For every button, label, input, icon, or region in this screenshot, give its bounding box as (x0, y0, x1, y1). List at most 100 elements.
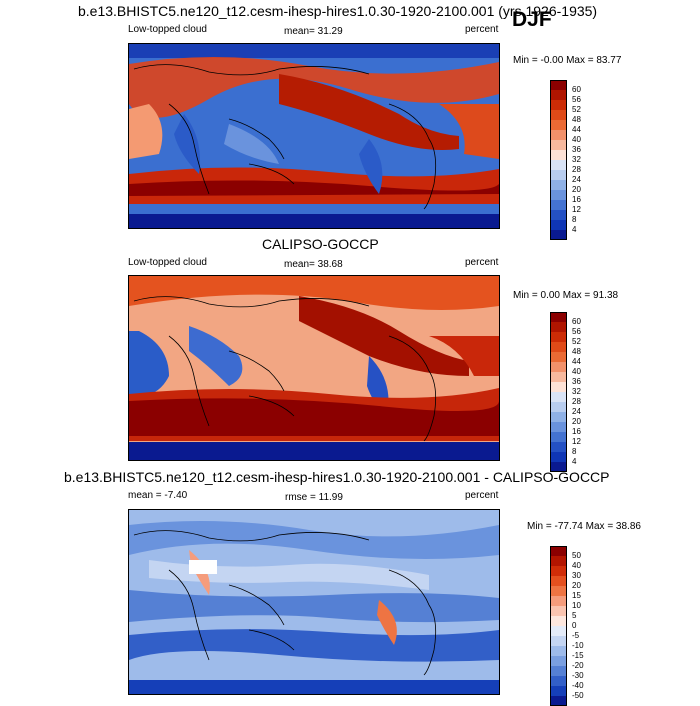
colorbar-tick-label: 52 (572, 337, 581, 346)
panel-obs-field (129, 276, 499, 460)
colorbar-swatch (550, 332, 567, 342)
colorbar-tick-label: -15 (572, 651, 584, 660)
panel-obs-mean: mean= 38.68 (284, 259, 343, 270)
colorbar-tick-label: 4 (572, 457, 577, 466)
colorbar-swatch (550, 656, 567, 666)
colorbar-tick-label: 32 (572, 387, 581, 396)
colorbar-swatch (550, 546, 567, 556)
colorbar-tick-label: 4 (572, 225, 577, 234)
colorbar-swatch (550, 322, 567, 332)
colorbar-swatch (550, 676, 567, 686)
panel-diff-mean: mean = -7.40 (128, 490, 188, 501)
colorbar-tick-label: 44 (572, 357, 581, 366)
colorbar-swatch (550, 190, 567, 200)
colorbar-swatch (550, 402, 567, 412)
panel-obs-variable-label: Low-topped cloud (128, 257, 207, 268)
colorbar-tick-label: 56 (572, 95, 581, 104)
colorbar-tick-label: 52 (572, 105, 581, 114)
colorbar-swatch (550, 686, 567, 696)
colorbar-swatch (550, 372, 567, 382)
colorbar-swatch (550, 422, 567, 432)
panel-model-map (128, 43, 500, 229)
colorbar-tick-label: 30 (572, 571, 581, 580)
colorbar-tick-label: 16 (572, 427, 581, 436)
colorbar-tick-label: 48 (572, 115, 581, 124)
panel-model-variable-label: Low-topped cloud (128, 24, 207, 35)
colorbar-swatch (550, 432, 567, 442)
colorbar-swatch (550, 626, 567, 636)
colorbar-tick-label: 12 (572, 437, 581, 446)
colorbar-tick-label: -50 (572, 691, 584, 700)
colorbar-tick-label: -10 (572, 641, 584, 650)
colorbar-swatch (550, 666, 567, 676)
colorbar-swatch (550, 120, 567, 130)
panel-diff-units: percent (465, 490, 499, 501)
colorbar-swatch (550, 586, 567, 596)
colorbar-swatch (550, 452, 567, 462)
colorbar-swatch (550, 352, 567, 362)
colorbar-tick-label: 40 (572, 135, 581, 144)
panel-obs-title: CALIPSO-GOCCP (262, 236, 379, 252)
panel-model-minmax: Min = -0.00 Max = 83.77 (513, 55, 622, 66)
colorbar-swatch (550, 616, 567, 626)
colorbar-tick-label: 40 (572, 561, 581, 570)
colorbar-tick-label: 8 (572, 447, 577, 456)
colorbar-swatch (550, 312, 567, 322)
panel-model-units: percent (465, 24, 499, 35)
colorbar-tick-label: 60 (572, 85, 581, 94)
colorbar-swatch (550, 150, 567, 160)
colorbar-swatch (550, 110, 567, 120)
colorbar-swatch (550, 382, 567, 392)
colorbar-tick-label: 0 (572, 621, 577, 630)
colorbar-tick-label: -20 (572, 661, 584, 670)
panel-diff-minmax: Min = -77.74 Max = 38.86 (527, 521, 641, 532)
panel-diff-map (128, 509, 500, 695)
panel-obs-minmax: Min = 0.00 Max = 91.38 (513, 290, 619, 301)
panel-model-mean: mean= 31.29 (284, 26, 343, 37)
colorbar-tick-label: 5 (572, 611, 577, 620)
colorbar-tick-label: 28 (572, 165, 581, 174)
colorbar-swatch (550, 556, 567, 566)
colorbar-swatch (550, 220, 567, 230)
panel-obs-units: percent (465, 257, 499, 268)
colorbar-tick-label: 40 (572, 367, 581, 376)
colorbar-swatch (550, 362, 567, 372)
colorbar-swatch (550, 412, 567, 422)
colorbar-tick-label: 12 (572, 205, 581, 214)
colorbar-swatch (550, 566, 567, 576)
panel-model-colorbar: 60 56 52 48 44 40 36 32 28 24 20 16 12 8 4 (550, 80, 581, 240)
colorbar-tick-label: 36 (572, 145, 581, 154)
colorbar-tick-label: 32 (572, 155, 581, 164)
colorbar-swatch (550, 606, 567, 616)
colorbar-swatch (550, 342, 567, 352)
colorbar-tick-label: 28 (572, 397, 581, 406)
colorbar-tick-label: 20 (572, 185, 581, 194)
colorbar-swatch (550, 230, 567, 240)
panel-diff-field (129, 510, 499, 694)
colorbar-tick-label: 20 (572, 417, 581, 426)
colorbar-tick-label: 15 (572, 591, 581, 600)
colorbar-swatch (550, 442, 567, 452)
colorbar-swatch (550, 100, 567, 110)
colorbar-tick-label: 56 (572, 327, 581, 336)
colorbar-swatch (550, 596, 567, 606)
colorbar-tick-label: 8 (572, 215, 577, 224)
colorbar-swatch (550, 160, 567, 170)
panel-model-title: b.e13.BHISTC5.ne120_t12.cesm-ihesp-hires… (78, 3, 598, 19)
panel-obs-colorbar: 60 56 52 48 44 40 36 32 28 24 20 16 12 8 4 (550, 312, 581, 472)
panel-diff-rmse: rmse = 11.99 (285, 492, 343, 503)
colorbar-tick-label: 48 (572, 347, 581, 356)
colorbar-tick-label: -40 (572, 681, 584, 690)
colorbar-tick-label: 44 (572, 125, 581, 134)
panel-model-field (129, 44, 499, 228)
colorbar-swatch (550, 696, 567, 706)
colorbar-tick-label: 60 (572, 317, 581, 326)
colorbar-swatch (550, 576, 567, 586)
panel-diff-colorbar: 50 40 30 20 15 10 5 0 -5 -10 -15 -20 -30 -40 -50 (550, 546, 584, 706)
colorbar-swatch (550, 140, 567, 150)
colorbar-swatch (550, 180, 567, 190)
colorbar-tick-label: 24 (572, 175, 581, 184)
colorbar-tick-label: 50 (572, 551, 581, 560)
colorbar-tick-label: -5 (572, 631, 580, 640)
colorbar-swatch (550, 636, 567, 646)
